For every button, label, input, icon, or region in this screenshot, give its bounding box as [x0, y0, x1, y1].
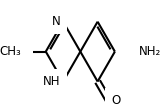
Text: O: O: [111, 94, 120, 107]
Text: NH: NH: [43, 75, 61, 88]
Text: N: N: [52, 15, 61, 28]
Text: CH₃: CH₃: [0, 45, 22, 58]
Text: NH₂: NH₂: [139, 45, 161, 58]
